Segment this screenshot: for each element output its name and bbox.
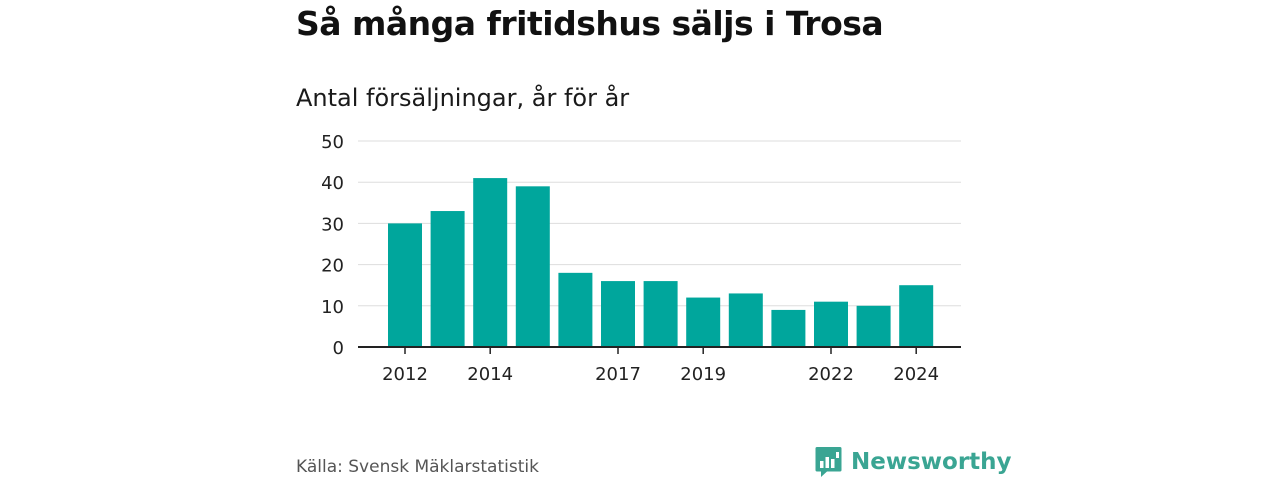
brand-name: Newsworthy <box>851 449 1012 475</box>
bar-2024 <box>899 285 934 347</box>
bar-2017 <box>601 281 635 347</box>
bar-2015 <box>515 186 550 347</box>
axes: 0 10 20 30 40 50 2012 2014 2017 2019 2022 2024 <box>321 132 961 385</box>
chart-subtitle: Antal försäljningar, år för år <box>296 84 630 112</box>
bars <box>388 178 934 347</box>
x-tick-label: 2017 <box>595 364 641 385</box>
bar-2013 <box>430 211 465 347</box>
bar-2023 <box>856 305 891 347</box>
source-note: Källa: Svensk Mäklarstatistik <box>296 457 539 477</box>
x-tick-label: 2014 <box>467 364 513 385</box>
newsworthy-chart-icon <box>815 447 842 477</box>
newsworthy-logo: Newsworthy <box>815 446 1012 478</box>
y-tick-label: 40 <box>321 173 344 194</box>
bar-2019 <box>686 297 721 347</box>
x-tick-label: 2024 <box>893 364 939 385</box>
y-tick-label: 0 <box>333 338 344 359</box>
y-tick-label: 30 <box>321 214 344 235</box>
x-tick-label: 2022 <box>808 364 854 385</box>
bar-2014 <box>473 178 508 347</box>
y-tick-label: 50 <box>321 132 344 153</box>
x-tick-label: 2012 <box>382 364 428 385</box>
bar-2021 <box>771 309 806 347</box>
bar-2020 <box>728 293 763 347</box>
y-tick-label: 20 <box>321 256 344 277</box>
bar-2022 <box>814 301 848 347</box>
bar-2018 <box>643 281 678 347</box>
y-tick-label: 10 <box>321 297 344 318</box>
bar-2016 <box>558 272 593 347</box>
x-tick-label: 2019 <box>680 364 726 385</box>
chart-title: Så många fritidshus säljs i Trosa <box>296 4 884 43</box>
bar-2012 <box>388 223 422 347</box>
